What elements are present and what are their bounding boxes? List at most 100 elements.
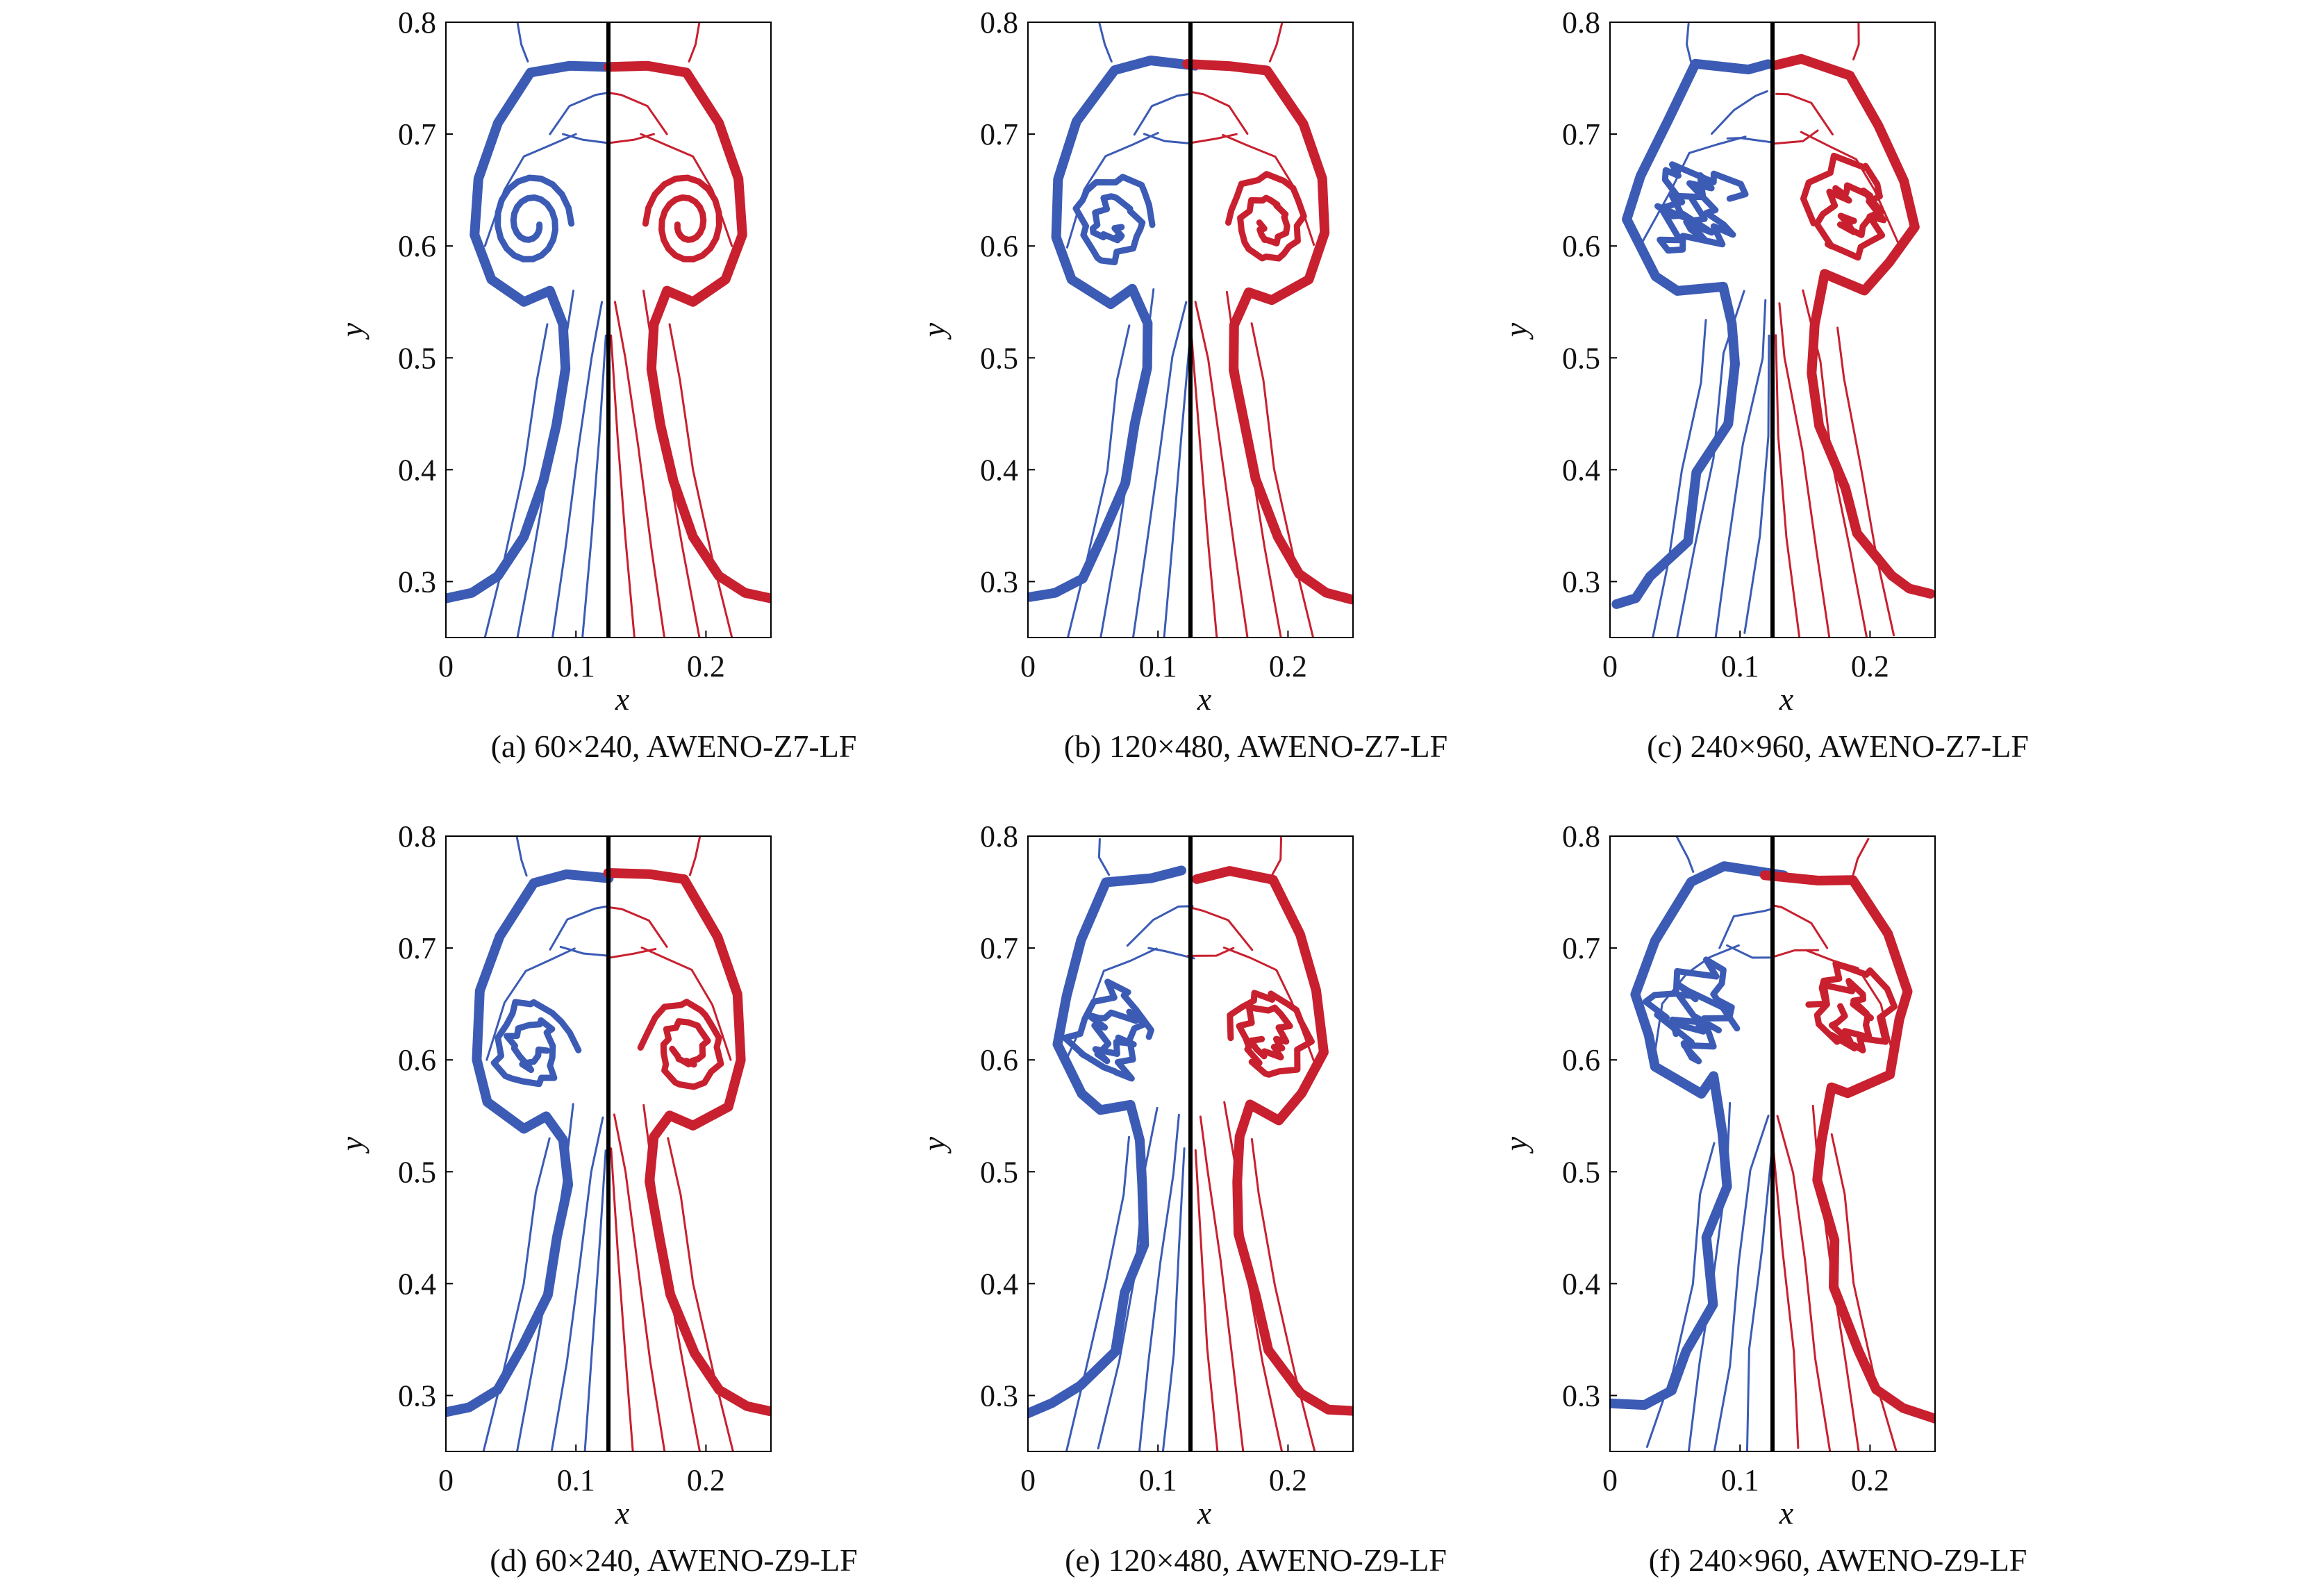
contour-line-7-left — [485, 947, 576, 1061]
contour-line-0-right — [1250, 1138, 1316, 1451]
contour-line-7-left — [1065, 947, 1158, 1060]
contour-line-4-right — [1852, 22, 1860, 60]
contour-line-7-left — [483, 133, 577, 247]
y-axis-title: y — [1498, 1136, 1534, 1154]
contour-line-1-left — [516, 290, 574, 638]
vortex-roll-right — [1805, 960, 1898, 1054]
contour-line-3-right — [1775, 334, 1801, 638]
contour-line-4-left — [1098, 22, 1113, 63]
y-tick-label: 0.5 — [980, 341, 1018, 375]
contour-line-1-left — [515, 1103, 574, 1451]
y-tick-label: 0.4 — [980, 453, 1018, 487]
mushroom-interface-right — [1182, 59, 1353, 605]
contour-line-0-left — [482, 1137, 551, 1451]
right-half-contours — [604, 22, 771, 638]
y-tick-label: 0.8 — [398, 6, 436, 40]
contour-line-5-right — [1188, 906, 1254, 951]
left-half-contours — [1028, 22, 1200, 638]
contour-line-5-right — [606, 906, 668, 948]
mushroom-interface-right — [1759, 870, 1935, 1424]
contour-line-0-right — [668, 323, 733, 638]
x-axis-title: x — [1779, 681, 1794, 717]
vortex-roll-right — [637, 999, 724, 1090]
contour-line-3-left — [1743, 334, 1770, 634]
y-tick-label: 0.3 — [398, 565, 436, 599]
contour-line-4-left — [1097, 838, 1111, 876]
caption-e: (e) 120×480, AWENO-Z9-LF — [1065, 1542, 1447, 1578]
x-tick-label: 0 — [1602, 1463, 1618, 1497]
contour-line-0-left — [483, 323, 549, 638]
contour-line-2-right — [1199, 1115, 1245, 1451]
contour-line-1-left — [1099, 288, 1155, 638]
contour-plot-d: 0 0.1 0.2 0.3 0.4 0.5 0.6 0.7 0.8 x y — [334, 819, 772, 1531]
x-tick-label: 0.2 — [1851, 649, 1889, 683]
x-tick-label: 0.2 — [687, 649, 725, 683]
contour-line-1-right — [1225, 290, 1282, 638]
contour-line-4-right — [1851, 838, 1870, 879]
contour-line-4-left — [516, 22, 529, 63]
vortex-roll-right — [642, 174, 722, 263]
contour-line-3-left — [1163, 334, 1192, 638]
y-tick-label: 0.4 — [1562, 453, 1600, 487]
x-tick-label: 0.1 — [1721, 1463, 1759, 1497]
contour-line-5-right — [1775, 92, 1834, 135]
contour-plot-c: 0 0.1 0.2 0.3 0.4 0.5 0.6 0.7 0.8 x y — [1498, 6, 1936, 717]
vortex-roll-left — [495, 174, 575, 263]
y-tick-label: 0.6 — [980, 1043, 1018, 1077]
contour-line-1-left — [1676, 290, 1745, 638]
y-tick-label: 0.4 — [1562, 1267, 1600, 1301]
y-tick-label: 0.6 — [398, 229, 436, 263]
caption-b: (b) 120×480, AWENO-Z7-LF — [1063, 728, 1448, 764]
contour-line-2-left — [1713, 1115, 1770, 1451]
panel-c: 0 0.1 0.2 0.3 0.4 0.5 0.6 0.7 0.8 x y (c) 240×960,… — [1491, 0, 2185, 764]
left-half-contours — [1610, 836, 1789, 1451]
contour-line-2-left — [1138, 1113, 1180, 1451]
panel-a: 0 0.1 0.2 0.3 0.4 0.5 0.6 0.7 0.8 x y (a) 60×240, … — [326, 0, 1021, 764]
x-tick-label: 0.2 — [687, 1463, 725, 1497]
panel-b: 0 0.1 0.2 0.3 0.4 0.5 0.6 0.7 0.8 x y (b) 120×480,… — [908, 0, 1603, 764]
contour-line-1-right — [642, 1104, 701, 1451]
left-half-contours — [1028, 838, 1195, 1451]
y-tick-label: 0.4 — [398, 1267, 436, 1301]
contour-line-5-right — [607, 92, 668, 135]
y-tick-label: 0.7 — [980, 931, 1018, 965]
y-tick-label: 0.5 — [1562, 341, 1600, 375]
y-tick-label: 0.6 — [1562, 229, 1600, 263]
contour-line-6-left — [559, 945, 611, 957]
vortex-roll-left — [1654, 161, 1749, 254]
vortex-roll-left — [1061, 979, 1154, 1082]
y-tick-label: 0.8 — [980, 6, 1018, 40]
contour-line-6-right — [607, 133, 655, 144]
y-tick-label: 0.7 — [1562, 931, 1600, 965]
contour-line-2-right — [1194, 301, 1249, 638]
panel-d: 0 0.1 0.2 0.3 0.4 0.5 0.6 0.7 0.8 x y (d) 60×240, … — [326, 814, 1021, 1578]
y-tick-label: 0.7 — [980, 117, 1018, 151]
contour-line-5-right — [1770, 904, 1829, 949]
contour-plot-a: 0 0.1 0.2 0.3 0.4 0.5 0.6 0.7 0.8 x y — [334, 6, 772, 717]
y-axis-title: y — [916, 322, 952, 340]
y-axis-title: y — [916, 1136, 952, 1154]
x-axis-title: x — [1779, 1495, 1794, 1531]
y-tick-label: 0.3 — [980, 1379, 1018, 1413]
contour-line-7-right — [640, 133, 733, 247]
y-tick-label: 0.3 — [1562, 565, 1600, 599]
contour-line-0-left — [1067, 324, 1131, 638]
contour-line-2-right — [1778, 302, 1831, 638]
y-tick-label: 0.7 — [398, 931, 436, 965]
contour-line-3-right — [610, 334, 636, 638]
y-tick-label: 0.7 — [1562, 117, 1600, 151]
x-axis-title: x — [615, 1495, 630, 1531]
contour-line-4-left — [515, 836, 528, 877]
contour-line-7-left — [1652, 944, 1740, 1066]
contour-line-5-left — [1718, 907, 1775, 949]
vortex-roll-right — [1227, 990, 1315, 1078]
caption-c: (c) 240×960, AWENO-Z7-LF — [1647, 728, 2029, 764]
mushroom-interface-left — [446, 869, 614, 1417]
contour-line-4-right — [688, 836, 702, 876]
contour-line-6-right — [1773, 949, 1819, 958]
contour-line-7-left — [1065, 131, 1159, 249]
mushroom-interface-right — [1770, 53, 1935, 599]
contour-line-3-left — [581, 334, 607, 638]
contour-line-1-right — [642, 290, 701, 638]
x-axis-title: x — [1197, 1495, 1212, 1531]
